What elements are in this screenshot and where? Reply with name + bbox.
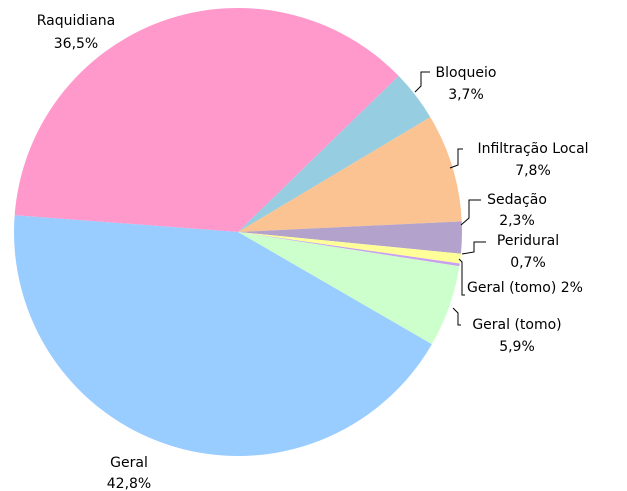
slice-label: Infiltração Local: [477, 141, 588, 157]
leader-line: [461, 241, 486, 255]
slice-label: Geral (tomo) 2%: [467, 280, 583, 296]
leader-line: [414, 71, 430, 93]
value-label: 42,8%: [107, 476, 151, 491]
leader-line: [458, 258, 465, 296]
pie-slice: [238, 232, 460, 267]
value-label: 0,7%: [510, 255, 546, 271]
pie-slice: [238, 75, 431, 232]
leader-line: [449, 148, 463, 169]
value-label: 2,3%: [499, 213, 535, 229]
pie-slice: [238, 232, 461, 264]
pie-slice: [238, 117, 462, 232]
leader-line: [452, 307, 461, 326]
slice-label: Peridural: [497, 233, 559, 249]
pie-slice: [14, 8, 399, 232]
pie-slice: [238, 232, 460, 345]
pie-slice: [13, 215, 432, 457]
value-label: 5,9%: [499, 339, 535, 355]
slice-label: Bloqueio: [436, 65, 497, 81]
value-label: 3,7%: [448, 87, 484, 103]
leader-line: [460, 199, 481, 226]
value-label: 7,8%: [515, 163, 551, 179]
slice-label: Sedação: [487, 192, 547, 208]
slice-label: Geral (tomo): [472, 317, 561, 333]
pie-slice: [238, 221, 462, 254]
value-label: 36,5%: [54, 36, 98, 52]
slice-label: Raquidiana: [37, 13, 115, 29]
slice-label: Geral: [110, 455, 148, 471]
